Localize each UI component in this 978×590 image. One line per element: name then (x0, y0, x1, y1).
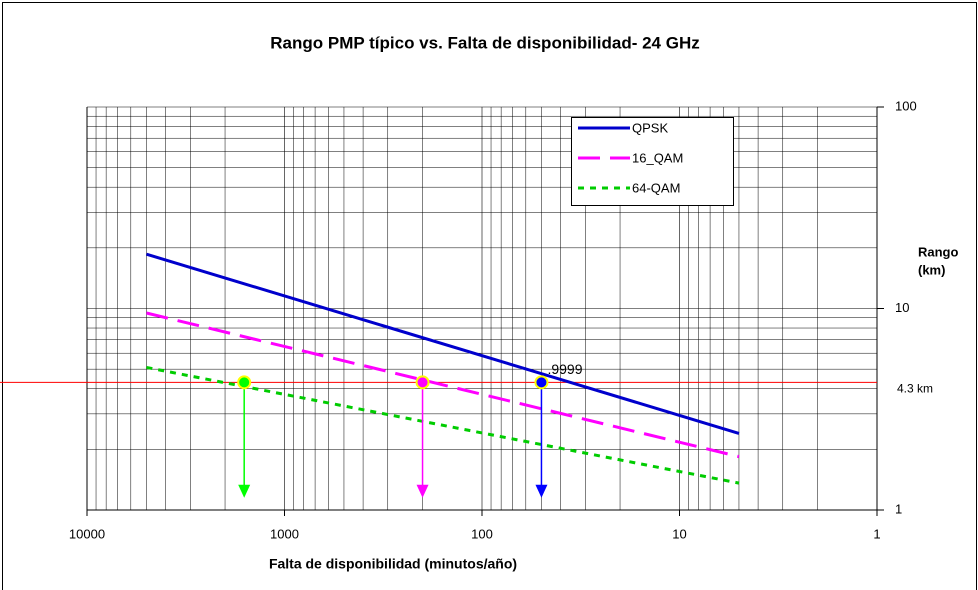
legend-label: 64-QAM (632, 180, 680, 195)
arrow-head (416, 484, 429, 498)
arrow-head (535, 484, 548, 498)
marker-label: .9999 (547, 361, 582, 377)
legend-label: 16_QAM (632, 150, 683, 165)
reference-label: 4.3 km (897, 382, 933, 396)
y-axis-label: Rango (918, 244, 959, 259)
y-tick-label: 10 (895, 300, 909, 315)
legend-label: QPSK (632, 120, 668, 135)
x-tick-label: 100 (471, 526, 493, 541)
x-tick-label: 10000 (69, 526, 105, 541)
x-tick-label: 1 (873, 526, 880, 541)
legend-box (571, 117, 734, 206)
marker (415, 375, 430, 390)
x-axis-label: Falta de disponibilidad (minutos/año) (269, 556, 517, 572)
arrow-head (238, 484, 251, 498)
x-tick-label: 1000 (270, 526, 299, 541)
marker (534, 375, 549, 390)
y-tick-label: 1 (895, 501, 902, 516)
y-axis-label: (km) (918, 262, 945, 277)
series-line (146, 252, 740, 435)
y-tick-label: 100 (895, 98, 917, 113)
x-tick-label: 10 (672, 526, 686, 541)
marker (237, 375, 252, 390)
legend: QPSK 16_QAM 64-QAM (571, 117, 734, 206)
series-line (146, 311, 740, 459)
chart-title: Rango PMP típico vs. Falta de disponibil… (270, 33, 699, 52)
